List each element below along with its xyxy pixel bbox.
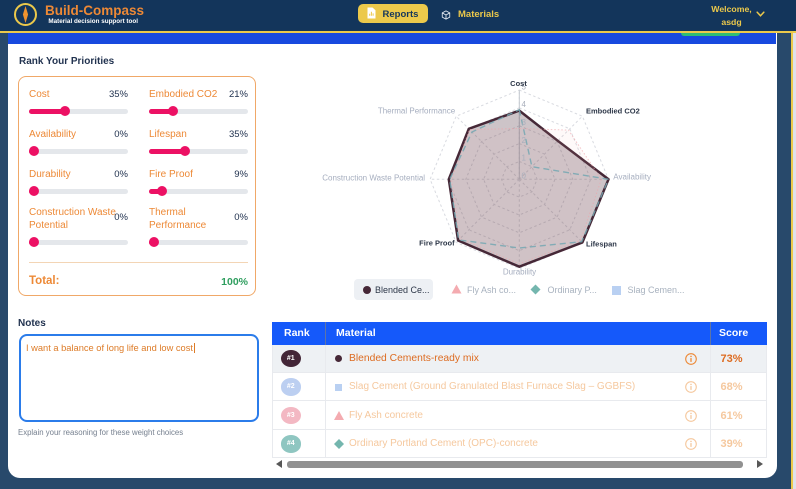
svg-text:1: 1 xyxy=(522,154,527,163)
svg-text:2: 2 xyxy=(522,136,527,145)
svg-text:Construction Waste Potential: Construction Waste Potential xyxy=(322,174,425,183)
svg-text:Cost: Cost xyxy=(510,79,527,88)
svg-text:Lifespan: Lifespan xyxy=(586,240,617,249)
svg-text:Durability: Durability xyxy=(503,268,536,277)
svg-text:3: 3 xyxy=(522,118,527,127)
svg-text:Availability: Availability xyxy=(613,173,651,182)
svg-text:Embodied CO2: Embodied CO2 xyxy=(586,107,640,116)
svg-text:4: 4 xyxy=(522,100,527,109)
svg-text:Thermal Performance: Thermal Performance xyxy=(378,107,456,116)
svg-text:0: 0 xyxy=(522,172,527,181)
svg-text:Fire Proof: Fire Proof xyxy=(419,239,455,248)
svg-text:5: 5 xyxy=(522,82,527,91)
